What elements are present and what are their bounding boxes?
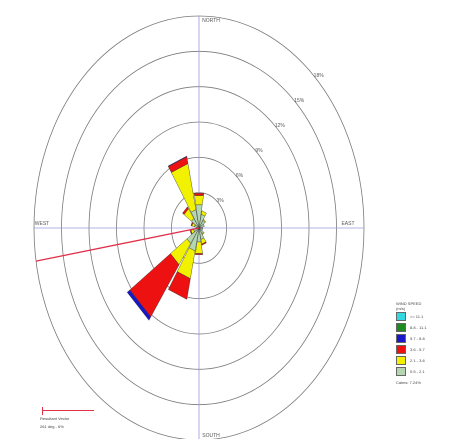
legend-calms: Calms: 7.24% <box>396 380 421 385</box>
petal-247.5-bin-2 <box>189 230 193 235</box>
wind-petals <box>126 155 207 321</box>
petal-45-bin-1 <box>202 218 207 223</box>
legend-swatch <box>396 312 406 321</box>
resultant-line-sample <box>42 410 94 411</box>
direction-label-north: NORTH <box>202 18 220 24</box>
legend-entry: >= 11.1 <box>396 311 451 322</box>
legend-entry: 2.1 - 3.6 <box>396 355 451 366</box>
direction-label-south: SOUTH <box>202 433 220 439</box>
legend-swatch <box>396 334 406 343</box>
petal-292.5-bin-2 <box>190 221 194 227</box>
legend-swatch <box>396 323 406 332</box>
legend: WIND SPEED (m/s) >= 11.1 8.8 - 11.1 5.7 - … <box>396 301 451 385</box>
legend-swatch <box>396 345 406 354</box>
legend-label: 0.5 - 2.1 <box>410 369 425 374</box>
resultant-label: Resultant Vector <box>40 416 70 421</box>
legend-label: 5.7 - 8.8 <box>410 336 425 341</box>
resultant-vector-legend: Resultant Vector 261 deg - 6% <box>40 406 100 432</box>
legend-entry: 8.8 - 11.1 <box>396 322 451 333</box>
resultant-tick <box>42 407 43 415</box>
petal-22.5-bin-1 <box>201 210 207 217</box>
petal-135-bin-1 <box>201 231 205 236</box>
ring-label-6: 18% <box>314 73 325 79</box>
legend-entry: 3.6 - 5.7 <box>396 344 451 355</box>
legend-label: >= 11.1 <box>410 314 424 319</box>
petal-225-bin-3 <box>126 289 152 321</box>
legend-title: WIND SPEED <box>396 301 422 306</box>
legend-entries: >= 11.1 8.8 - 11.1 5.7 - 8.8 3.6 - 5.7 2.1 -… <box>396 311 451 377</box>
petal-337.5-bin-1 <box>171 163 197 213</box>
ring-label-2: 6% <box>236 173 244 179</box>
legend-entry: 5.7 - 8.8 <box>396 333 451 344</box>
legend-entry: 0.5 - 2.1 <box>396 366 451 377</box>
petal-0-bin-2 <box>193 193 205 196</box>
resultant-vector <box>35 227 200 262</box>
ring-label-4: 12% <box>275 123 286 129</box>
direction-label-west: WEST <box>35 221 49 227</box>
legend-label: 3.6 - 5.7 <box>410 347 425 352</box>
petal-315-bin-2 <box>182 206 189 215</box>
ring-label-3: 9% <box>255 148 263 154</box>
legend-swatch <box>396 367 406 376</box>
ring-label-5: 15% <box>294 98 305 104</box>
legend-swatch <box>396 356 406 365</box>
petal-337.5-bin-3 <box>167 155 188 167</box>
chart-labels: NORTH EAST SOUTH WEST 3% 6% 9% 12% 15% 18% <box>35 18 355 439</box>
petal-202.5-bin-2 <box>168 271 191 300</box>
legend-label: 8.8 - 11.1 <box>410 325 427 330</box>
legend-units: (m/s) <box>396 306 406 311</box>
petal-0-bin-1 <box>194 195 204 206</box>
resultant-value: 261 deg - 6% <box>40 424 64 429</box>
ring-label-1: 3% <box>216 198 224 204</box>
resultant-vector-line <box>35 227 200 262</box>
petal-180-bin-2 <box>195 253 203 255</box>
direction-label-east: EAST <box>341 221 354 227</box>
legend-label: 2.1 - 3.6 <box>410 358 425 363</box>
petal-157.5-bin-2 <box>201 241 207 246</box>
